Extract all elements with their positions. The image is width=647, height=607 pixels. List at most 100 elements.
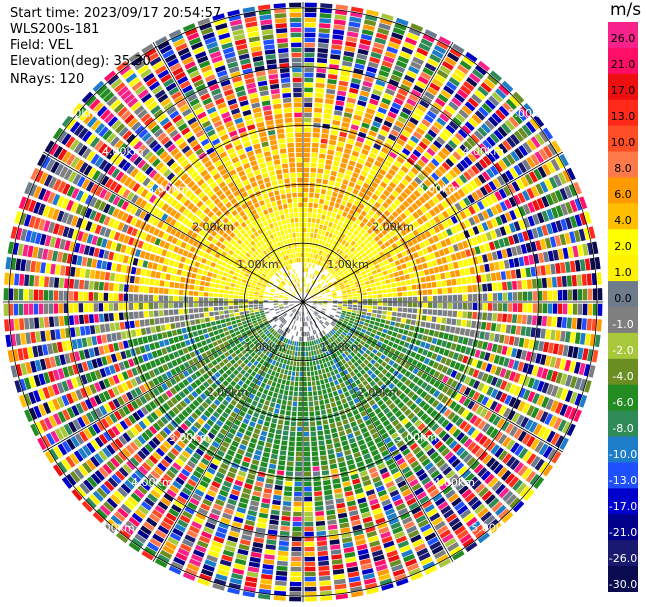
velocity-gate xyxy=(330,244,335,250)
velocity-gate xyxy=(559,358,567,371)
velocity-gate xyxy=(334,442,341,448)
velocity-gate xyxy=(342,222,348,229)
velocity-gate xyxy=(224,310,229,314)
velocity-gate xyxy=(226,321,232,327)
velocity-gate xyxy=(540,238,547,250)
velocity-gate xyxy=(520,176,529,188)
velocity-gate xyxy=(403,434,412,443)
velocity-gate xyxy=(320,219,325,225)
velocity-gate xyxy=(315,93,324,98)
velocity-gate xyxy=(297,421,303,427)
velocity-gate xyxy=(365,384,372,391)
velocity-gate xyxy=(272,392,278,398)
velocity-gate xyxy=(239,328,245,334)
velocity-gate xyxy=(4,319,10,332)
velocity-gate xyxy=(284,369,288,375)
velocity-gate xyxy=(436,281,442,288)
velocity-gate xyxy=(562,303,568,315)
velocity-gate xyxy=(342,481,351,487)
velocity-gate xyxy=(358,191,365,198)
velocity-gate xyxy=(529,473,541,486)
velocity-gate xyxy=(498,356,505,366)
velocity-gate xyxy=(370,93,381,101)
velocity-gate xyxy=(160,324,166,332)
velocity-gate xyxy=(336,177,343,183)
velocity-gate xyxy=(98,313,104,323)
velocity-gate xyxy=(199,313,205,318)
velocity-gate xyxy=(416,491,427,500)
velocity-gate xyxy=(73,291,79,301)
velocity-gate xyxy=(345,169,353,176)
velocity-gate xyxy=(312,208,318,213)
velocity-gate xyxy=(380,181,388,189)
velocity-gate xyxy=(375,485,385,493)
velocity-gate xyxy=(454,525,466,536)
velocity-gate xyxy=(355,270,361,275)
velocity-gate xyxy=(486,208,494,218)
velocity-gate xyxy=(323,258,328,263)
velocity-gate xyxy=(330,129,339,136)
velocity-gate xyxy=(373,84,384,92)
velocity-gate xyxy=(328,376,333,383)
velocity-gate xyxy=(388,273,394,279)
velocity-gate xyxy=(559,437,569,451)
velocity-gate xyxy=(579,196,588,210)
velocity-gate xyxy=(462,259,469,267)
velocity-gate xyxy=(421,137,431,146)
velocity-gate xyxy=(408,93,419,103)
velocity-gate xyxy=(404,187,412,196)
velocity-gate xyxy=(475,189,484,199)
velocity-gate xyxy=(367,327,373,332)
velocity-gate xyxy=(402,396,410,404)
velocity-gate xyxy=(329,381,335,387)
velocity-gate xyxy=(424,62,437,72)
velocity-gate xyxy=(500,271,507,280)
velocity-gate xyxy=(309,238,313,243)
velocity-gate xyxy=(216,324,222,330)
velocity-gate xyxy=(332,120,341,126)
velocity-gate xyxy=(329,539,340,545)
velocity-gate xyxy=(308,212,312,218)
velocity-gate xyxy=(427,289,433,295)
velocity-gate xyxy=(308,263,311,268)
velocity-gate xyxy=(239,311,245,315)
velocity-gate xyxy=(502,281,508,291)
velocity-gate xyxy=(384,241,391,247)
velocity-gate xyxy=(569,360,576,373)
velocity-gate xyxy=(310,308,314,313)
velocity-gate xyxy=(394,260,401,266)
velocity-gate xyxy=(336,330,342,335)
velocity-gate xyxy=(285,380,290,386)
velocity-gate xyxy=(303,342,306,347)
velocity-gate xyxy=(379,276,385,281)
velocity-gate xyxy=(494,261,500,271)
velocity-gate xyxy=(340,216,346,222)
velocity-gate xyxy=(269,375,274,381)
velocity-gate xyxy=(253,485,263,492)
velocity-gate xyxy=(337,305,343,308)
velocity-gate xyxy=(389,106,400,115)
velocity-gate xyxy=(383,120,393,128)
velocity-gate xyxy=(339,75,350,82)
velocity-gate xyxy=(547,342,554,354)
velocity-gate xyxy=(522,389,531,401)
velocity-gate xyxy=(331,364,337,370)
velocity-gate xyxy=(339,227,345,233)
velocity-gate xyxy=(414,419,423,428)
velocity-gate xyxy=(520,416,529,428)
velocity-gate xyxy=(324,242,329,247)
velocity-gate xyxy=(333,115,342,121)
velocity-gate xyxy=(231,320,237,325)
velocity-gate xyxy=(467,367,475,376)
velocity-gate xyxy=(332,272,338,277)
velocity-gate xyxy=(542,428,552,441)
velocity-gate xyxy=(547,290,553,301)
velocity-gate xyxy=(322,225,328,231)
velocity-gate xyxy=(277,378,282,384)
velocity-gate xyxy=(404,143,414,152)
velocity-gate xyxy=(396,333,403,339)
velocity-gate xyxy=(385,264,391,270)
velocity-gate xyxy=(330,370,335,376)
velocity-gate xyxy=(399,51,412,60)
velocity-gate xyxy=(404,362,411,370)
